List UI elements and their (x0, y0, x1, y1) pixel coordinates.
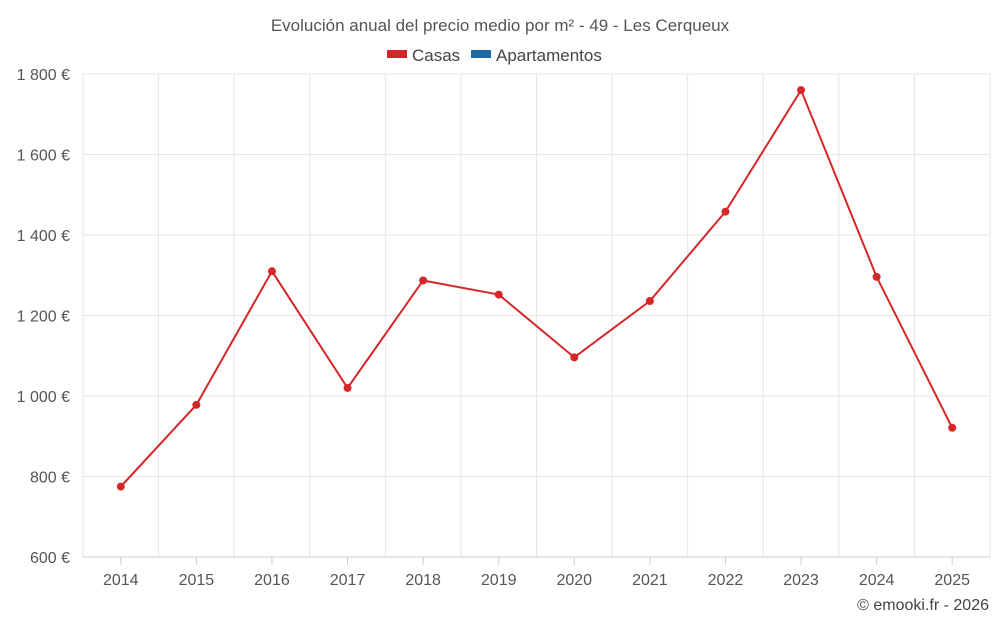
chart-title: Evolución anual del precio medio por m² … (271, 16, 730, 35)
data-point[interactable] (721, 207, 730, 216)
x-tick-label: 2020 (556, 572, 592, 589)
x-tick-label: 2017 (330, 572, 366, 589)
x-tick-label: 2014 (103, 572, 139, 589)
x-tick-label: 2019 (481, 572, 517, 589)
data-point[interactable] (872, 272, 881, 281)
legend-label-apartamentos: Apartamentos (496, 46, 602, 65)
data-point[interactable] (494, 290, 503, 299)
legend-item-apartamentos[interactable]: Apartamentos (471, 46, 602, 65)
legend: Casas Apartamentos (387, 46, 602, 65)
legend-label-casas: Casas (412, 46, 460, 65)
data-point[interactable] (948, 423, 957, 432)
x-tick-label: 2018 (405, 572, 441, 589)
x-tick-label: 2024 (859, 572, 895, 589)
data-point[interactable] (419, 276, 428, 285)
y-tick-label: 1 000 € (17, 389, 70, 406)
data-point[interactable] (192, 400, 201, 409)
legend-swatch-casas (387, 50, 407, 58)
x-axis: 2014 2015 2016 2017 2018 2019 2020 2021 2022 2023… (83, 556, 990, 589)
legend-swatch-apartamentos (471, 50, 491, 58)
x-tick-label: 2025 (934, 572, 970, 589)
y-tick-label: 600 € (30, 550, 70, 567)
data-point[interactable] (797, 86, 806, 95)
series-casas (116, 86, 957, 491)
y-tick-label: 1 400 € (17, 228, 70, 245)
data-point[interactable] (570, 353, 579, 362)
y-tick-label: 1 600 € (17, 148, 70, 165)
legend-item-casas[interactable]: Casas (387, 46, 460, 65)
data-point[interactable] (343, 383, 352, 392)
x-tick-label: 2021 (632, 572, 668, 589)
data-point[interactable] (116, 482, 125, 491)
x-tick-label: 2022 (708, 572, 744, 589)
grid (82, 73, 991, 557)
y-tick-label: 800 € (30, 470, 70, 487)
y-tick-label: 1 200 € (17, 309, 70, 326)
data-point[interactable] (645, 297, 654, 306)
x-tick-label: 2023 (783, 572, 819, 589)
series-line-casas (120, 89, 954, 488)
y-axis: 600 € 800 € 1 000 € 1 200 € 1 400 € 1 600 € 1 … (17, 67, 70, 567)
y-tick-label: 1 800 € (17, 67, 70, 84)
data-point[interactable] (267, 267, 276, 276)
x-tick-label: 2015 (179, 572, 215, 589)
x-tick-label: 2016 (254, 572, 290, 589)
credit-text: © emooki.fr - 2026 (857, 597, 989, 614)
